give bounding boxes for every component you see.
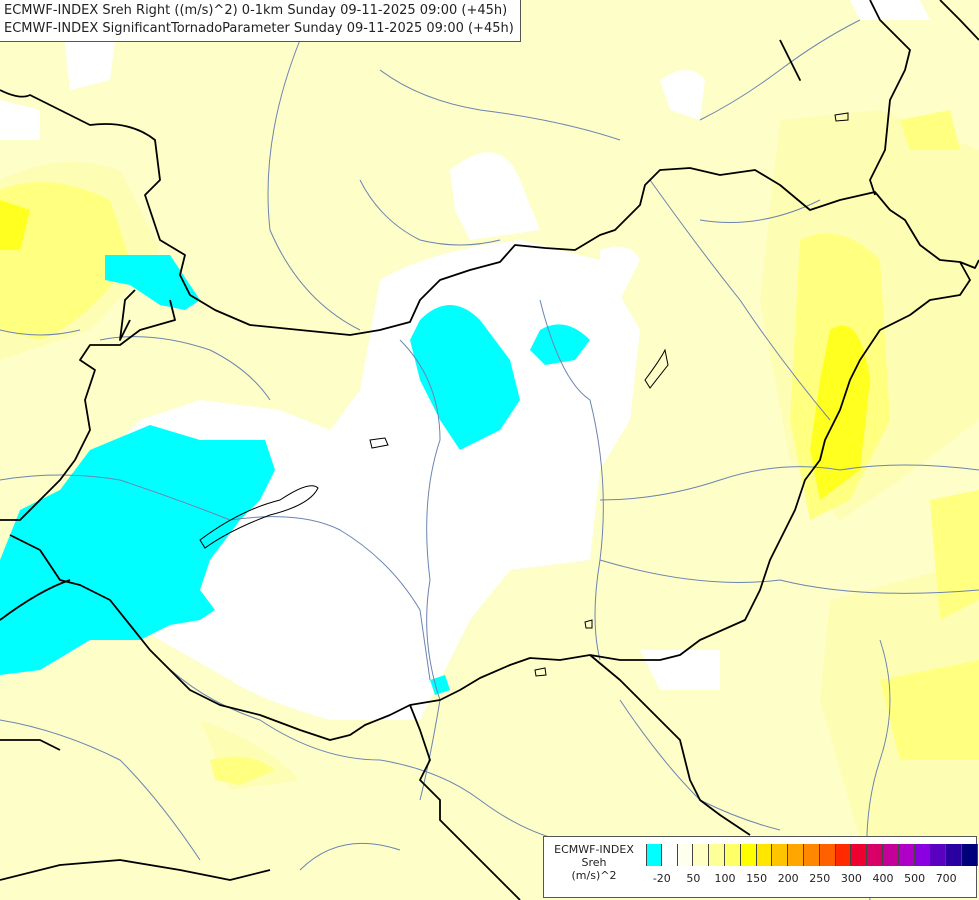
legend-tick-label: 150 [746,872,768,885]
legend-swatch [677,844,694,866]
legend-swatch [882,844,899,866]
legend-tick-label: -20 [652,872,671,885]
legend-swatch [835,844,852,866]
legend-swatch [709,844,725,866]
legend-swatch [693,844,710,866]
legend-tick-label: 50 [686,872,701,885]
legend-swatch [772,844,789,866]
legend-swatch [803,844,820,866]
legend-swatch [946,844,962,866]
legend-tick-labels: -20 50 100 150 200 250 300 400 500 700 [646,872,968,888]
legend-swatch [930,844,947,866]
map-title-box: ECMWF-INDEX Sreh Right ((m/s)^2) 0-1km S… [0,0,521,42]
lakes [199,112,849,677]
legend-swatch [646,844,662,866]
legend-swatch [867,844,883,866]
legend-title-line-2: Sreh [581,856,607,869]
legend-swatch [724,844,741,866]
legend-tick-label: 500 [904,872,926,885]
legend-swatch [898,844,915,866]
legend-swatch [819,844,836,866]
legend-title-line-1: ECMWF-INDEX [554,843,634,856]
legend-swatch [851,844,868,866]
map-title-line-2: ECMWF-INDEX SignificantTornadoParameter … [4,21,514,36]
legend-swatch [756,844,773,866]
legend-swatch [788,844,804,866]
legend-tick-label: 400 [872,872,894,885]
legend-swatch [740,844,757,866]
color-legend: ECMWF-INDEX Sreh (m/s)^2 -20 50 100 150 200 2… [543,836,978,898]
legend-tick-label: 200 [777,872,799,885]
sreh-cyan-areas [0,255,590,695]
legend-swatch [914,844,931,866]
legend-color-scale [646,844,978,866]
legend-swatch [961,844,978,866]
legend-title-line-3: (m/s)^2 [571,869,617,882]
legend-tick-label: 250 [809,872,831,885]
legend-swatch [661,844,678,866]
legend-tick-label: 100 [714,872,736,885]
legend-tick-label: 300 [840,872,862,885]
sreh-yellow-areas [0,110,979,785]
legend-title: ECMWF-INDEX Sreh (m/s)^2 [544,843,644,882]
legend-tick-label: 700 [935,872,957,885]
map-title-line-1: ECMWF-INDEX Sreh Right ((m/s)^2) 0-1km S… [4,3,508,18]
